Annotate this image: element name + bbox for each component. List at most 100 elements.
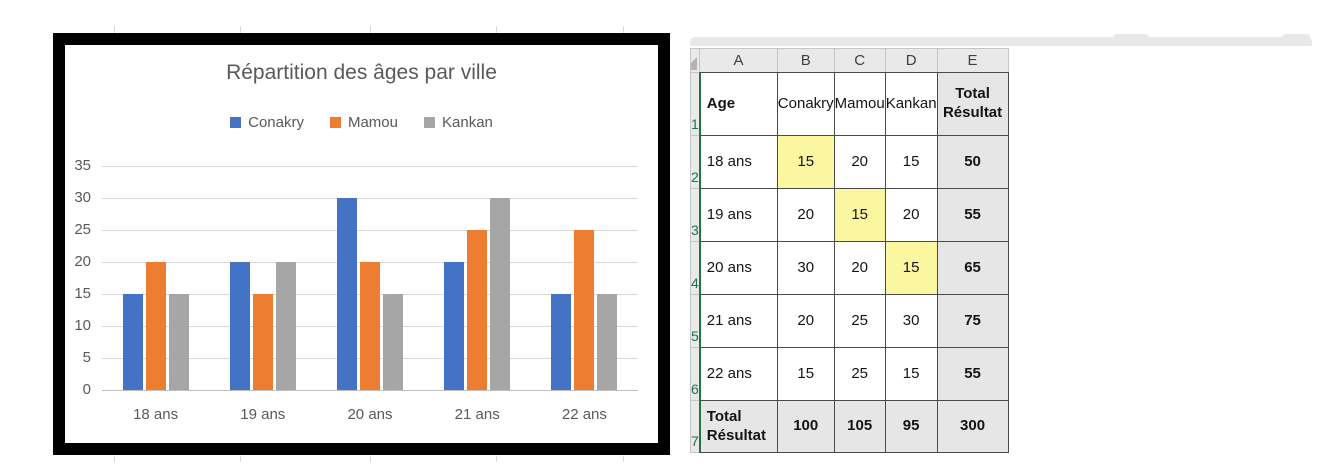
cell-E5[interactable]: 75 <box>936 294 1009 348</box>
legend-label: Kankan <box>442 114 493 131</box>
sheet-gridline-tick <box>114 26 115 33</box>
column-header-B[interactable]: B <box>776 48 835 73</box>
cell-A2[interactable]: 18 ans <box>698 135 778 189</box>
cell-B3[interactable]: 20 <box>776 188 835 242</box>
x-axis-category-label: 22 ans <box>561 406 607 423</box>
cell-B2[interactable]: 15 <box>776 135 835 189</box>
y-axis-tick-label: 35 <box>74 157 91 174</box>
cell-B7[interactable]: 100 <box>776 400 835 453</box>
row-header-3[interactable]: 3 <box>689 188 701 242</box>
cell-C3[interactable]: 15 <box>833 188 886 242</box>
legend-label: Mamou <box>347 114 398 131</box>
bar-kankan-22ans[interactable] <box>597 294 618 390</box>
bar-mamou-21ans[interactable] <box>467 230 488 390</box>
cell-A1[interactable]: Age <box>698 72 778 136</box>
select-all-corner[interactable] <box>689 48 701 73</box>
cell-B6[interactable]: 15 <box>776 347 835 401</box>
cell-A6[interactable]: 22 ans <box>698 347 778 401</box>
table-row: 2 18 ans 15 20 15 50 <box>689 135 1009 189</box>
column-header-E[interactable]: E <box>936 48 1009 73</box>
sheet-gridline-tick <box>114 456 115 462</box>
cell-A7[interactable]: Total Résultat <box>698 400 778 453</box>
cell-C2[interactable]: 20 <box>833 135 886 189</box>
gridline-25 <box>102 230 638 231</box>
bar-kankan-18ans[interactable] <box>168 294 189 390</box>
cell-B1[interactable]: Conakry <box>776 72 835 136</box>
cell-B4[interactable]: 30 <box>776 241 835 295</box>
cell-D4[interactable]: 15 <box>884 241 938 295</box>
sheet-gridline-tick <box>496 456 497 462</box>
cell-E3[interactable]: 55 <box>936 188 1009 242</box>
x-axis-category-label: 20 ans <box>347 406 393 423</box>
gridline-30 <box>102 198 638 199</box>
cell-D6[interactable]: 15 <box>884 347 938 401</box>
cell-D3[interactable]: 20 <box>884 188 938 242</box>
cell-C1[interactable]: Mamou <box>833 72 886 136</box>
table-row: 4 20 ans 30 20 15 65 <box>689 241 1009 295</box>
sheet-top-strip <box>690 37 1312 46</box>
cell-C5[interactable]: 25 <box>833 294 886 348</box>
cell-B5[interactable]: 20 <box>776 294 835 348</box>
bar-kankan-19ans[interactable] <box>275 262 296 390</box>
row-header-4[interactable]: 4 <box>689 241 701 295</box>
row-header-6[interactable]: 6 <box>689 347 701 401</box>
cell-E4[interactable]: 65 <box>936 241 1009 295</box>
gridline-35 <box>102 166 638 167</box>
chart-legend: Conakry Mamou Kankan <box>65 114 658 131</box>
legend-item-conakry[interactable]: Conakry <box>230 114 304 131</box>
bar-conakry-22ans[interactable] <box>551 294 572 390</box>
bar-mamou-18ans[interactable] <box>145 262 166 390</box>
cell-A3[interactable]: 19 ans <box>698 188 778 242</box>
cell-C6[interactable]: 25 <box>833 347 886 401</box>
y-axis-tick-label: 10 <box>74 317 91 334</box>
chart-area: Répartition des âges par ville Conakry Ma… <box>65 45 658 443</box>
legend-item-mamou[interactable]: Mamou <box>329 114 398 131</box>
cell-E7[interactable]: 300 <box>936 400 1009 453</box>
cell-text: Total Résultat <box>706 407 766 444</box>
cell-E6[interactable]: 55 <box>936 347 1009 401</box>
y-axis-tick-label: 5 <box>82 349 91 366</box>
column-header-D[interactable]: D <box>884 48 938 73</box>
bar-conakry-18ans[interactable] <box>122 294 143 390</box>
bar-mamou-22ans[interactable] <box>574 230 595 390</box>
legend-item-kankan[interactable]: Kankan <box>424 114 493 131</box>
y-axis-tick-label: 0 <box>82 381 91 398</box>
y-axis-tick-label: 30 <box>74 189 91 206</box>
sheet-gridline-tick <box>496 26 497 33</box>
table-row: 5 21 ans 20 25 30 75 <box>689 294 1009 348</box>
bar-kankan-21ans[interactable] <box>490 198 511 390</box>
legend-label: Conakry <box>248 114 304 131</box>
row-header-5[interactable]: 5 <box>689 294 701 348</box>
table-row: 3 19 ans 20 15 20 55 <box>689 188 1009 242</box>
y-axis-tick-label: 15 <box>74 285 91 302</box>
bar-conakry-20ans[interactable] <box>337 198 357 390</box>
cell-C4[interactable]: 20 <box>833 241 886 295</box>
cell-D1[interactable]: Kankan <box>884 72 938 136</box>
sheet-top-strip-bump <box>1113 34 1149 43</box>
bar-mamou-20ans[interactable] <box>360 262 380 390</box>
bar-conakry-19ans[interactable] <box>229 262 250 390</box>
cell-E2[interactable]: 50 <box>936 135 1009 189</box>
cell-D2[interactable]: 15 <box>884 135 938 189</box>
sheet-gridline-tick <box>623 456 624 462</box>
age-distribution-chart[interactable]: Répartition des âges par ville Conakry Ma… <box>53 33 670 455</box>
row-header-1[interactable]: 1 <box>689 72 701 136</box>
bar-mamou-19ans[interactable] <box>252 294 273 390</box>
row-header-7[interactable]: 7 <box>689 400 701 453</box>
x-axis-category-label: 21 ans <box>454 406 500 423</box>
cell-D7[interactable]: 95 <box>884 400 938 453</box>
column-header-A[interactable]: A <box>699 48 778 73</box>
cell-text: Total Résultat <box>942 85 1003 121</box>
cell-D5[interactable]: 30 <box>884 294 938 348</box>
legend-swatch-icon <box>230 117 242 128</box>
column-header-C[interactable]: C <box>833 48 886 73</box>
bar-conakry-21ans[interactable] <box>444 262 465 390</box>
table-row: 1 Age Conakry Mamou Kankan Total Résultat <box>689 72 1009 136</box>
cell-C7[interactable]: 105 <box>833 400 886 453</box>
cell-A5[interactable]: 21 ans <box>698 294 778 348</box>
sheet-gridline-tick <box>240 26 241 33</box>
bar-kankan-20ans[interactable] <box>383 294 403 390</box>
cell-A4[interactable]: 20 ans <box>698 241 778 295</box>
cell-E1[interactable]: Total Résultat <box>936 72 1009 136</box>
row-header-2[interactable]: 2 <box>689 135 701 189</box>
